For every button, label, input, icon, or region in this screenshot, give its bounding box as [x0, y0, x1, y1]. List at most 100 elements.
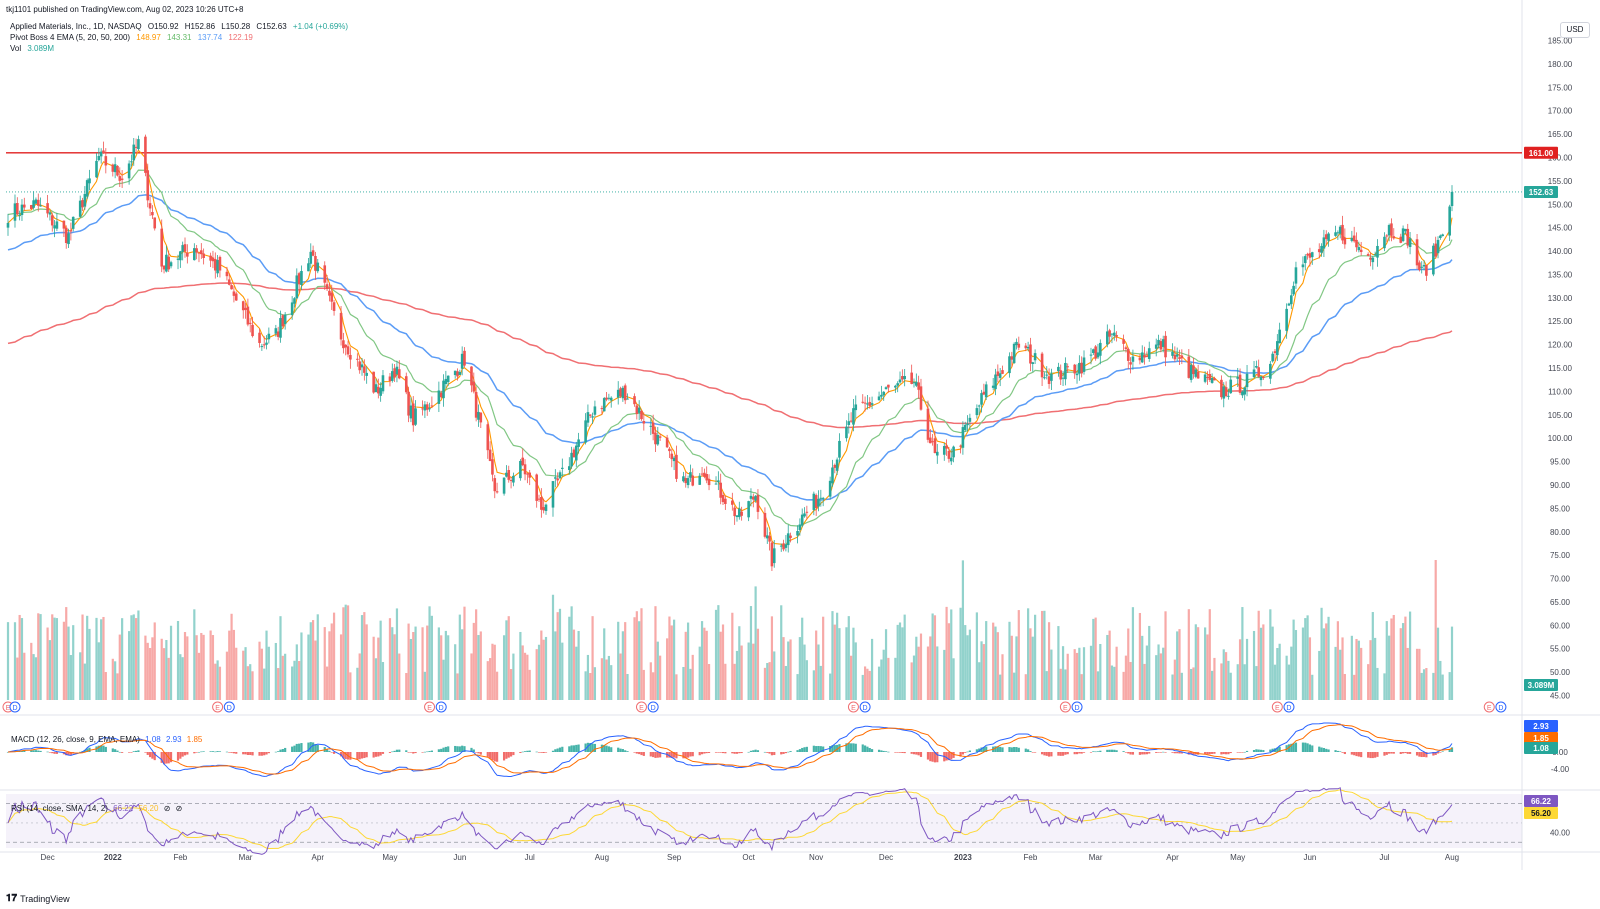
- candle-body: [48, 212, 52, 215]
- volume-bar: [850, 655, 853, 700]
- macd-axis-tick: 0.00: [1552, 748, 1568, 757]
- volume-bar: [181, 657, 184, 700]
- volume-bar: [1050, 649, 1053, 700]
- volume-bar: [1271, 626, 1274, 700]
- currency-button[interactable]: USD: [1560, 22, 1590, 38]
- candle-body: [635, 405, 639, 414]
- macd-histogram-bar: [1106, 749, 1109, 752]
- price-axis-tick: 140.00: [1548, 247, 1573, 256]
- candle-body: [719, 482, 722, 498]
- macd-histogram-bar: [740, 752, 743, 754]
- candle-body: [88, 178, 91, 184]
- volume-bar: [437, 627, 440, 700]
- volume-bar: [1031, 636, 1034, 700]
- candle-body: [71, 216, 75, 229]
- candle-body: [616, 389, 620, 398]
- candle-body: [293, 298, 296, 304]
- candle-body: [1203, 374, 1207, 382]
- volume-bar: [16, 657, 19, 700]
- settings-icon[interactable]: ⊘: [175, 804, 183, 813]
- candle-body: [975, 408, 979, 416]
- volume-bar: [929, 636, 932, 700]
- candle-body: [735, 515, 739, 518]
- candle-body: [169, 262, 173, 267]
- price-axis-tick: 80.00: [1550, 528, 1571, 537]
- candle-body: [754, 495, 757, 501]
- macd-histogram-bar: [1367, 752, 1370, 758]
- volume-bar: [668, 616, 671, 700]
- volume-bar: [887, 657, 890, 700]
- macd-histogram-bar: [1050, 752, 1053, 757]
- candle-body: [372, 371, 375, 393]
- volume-bar: [1236, 664, 1239, 700]
- macd-histogram-bar: [1131, 752, 1135, 755]
- dividend-marker-label: D: [1286, 705, 1291, 712]
- volume-bar: [72, 625, 75, 700]
- macd-histogram-bar: [898, 752, 902, 753]
- volume-bar: [309, 622, 312, 700]
- volume-value-tag: [1524, 679, 1558, 691]
- volume-bar: [363, 612, 366, 700]
- macd-histogram-bar: [32, 750, 35, 752]
- candle-body: [572, 449, 576, 458]
- candle-body: [1434, 243, 1437, 257]
- macd-histogram-bar: [104, 746, 107, 752]
- volume-bar: [79, 652, 82, 700]
- macd-histogram-bar: [374, 752, 378, 757]
- candle-body: [626, 398, 629, 400]
- volume-bar: [505, 620, 508, 700]
- candle-body: [1257, 367, 1260, 377]
- macd-histogram-bar: [558, 747, 562, 752]
- published-by-text: tkj1101 published on TradingView.com, Au…: [6, 5, 244, 14]
- candle-body: [314, 256, 317, 271]
- volume-bar: [1273, 664, 1277, 700]
- volume-bar: [1155, 655, 1158, 700]
- volume-bar: [747, 642, 750, 700]
- candle-body: [488, 449, 492, 461]
- macd-histogram-bar: [461, 745, 464, 752]
- ema5-line: [7, 149, 1453, 547]
- candle-body: [460, 353, 464, 369]
- ema-legend[interactable]: Pivot Boss 4 EMA (5, 20, 50, 200) 148.97…: [10, 32, 257, 43]
- candle-body: [670, 453, 674, 460]
- volume-bar: [817, 644, 820, 700]
- dividend-marker: [9, 701, 21, 713]
- candle-body: [374, 384, 378, 393]
- volume-bar: [246, 666, 249, 700]
- volume-bar: [330, 623, 333, 700]
- volume-bar: [537, 644, 541, 700]
- macd-histogram-bar: [86, 748, 89, 752]
- volume-bar: [1304, 618, 1307, 700]
- price-axis-tick: 100.00: [1548, 434, 1573, 443]
- macd-legend[interactable]: MACD (12, 26, close, 9, EMA, EMA) 1.08 2…: [11, 735, 205, 744]
- date-axis-tick: Apr: [1166, 853, 1179, 862]
- macd-histogram-bar: [1439, 752, 1442, 753]
- price-axis-tick: 70.00: [1550, 575, 1571, 584]
- candle-body: [1192, 365, 1195, 375]
- eye-icon[interactable]: ⊘: [163, 804, 171, 813]
- macd-histogram-bar: [1243, 751, 1246, 753]
- macd-histogram-bar: [1190, 752, 1193, 755]
- volume-bar: [780, 605, 783, 700]
- candle-body: [395, 366, 399, 375]
- volume-bar: [861, 674, 864, 700]
- rsi-ma-line: [7, 789, 1453, 850]
- macd-histogram-bar: [258, 752, 261, 756]
- rsi-legend[interactable]: RSI (14, close, SMA, 14, 2) 66.22 56.20 …: [11, 804, 185, 813]
- macd-histogram-bar: [561, 746, 564, 752]
- symbol-legend[interactable]: Applied Materials, Inc., 1D, NASDAQ O150…: [10, 21, 352, 32]
- volume-bar: [1245, 638, 1249, 700]
- macd-histogram-bar: [391, 751, 394, 753]
- macd-histogram-bar: [144, 752, 147, 753]
- candle-body: [1106, 331, 1109, 345]
- macd-histogram-bar: [1399, 752, 1402, 754]
- macd-histogram-bar: [1059, 752, 1062, 756]
- candle-body: [507, 470, 511, 480]
- candle-body: [20, 204, 24, 216]
- candle-body: [430, 405, 434, 407]
- volume-bar: [1010, 635, 1013, 700]
- volume-bar: [144, 635, 147, 700]
- candle-body: [111, 164, 115, 172]
- volume-legend[interactable]: Vol 3.089M: [10, 43, 58, 54]
